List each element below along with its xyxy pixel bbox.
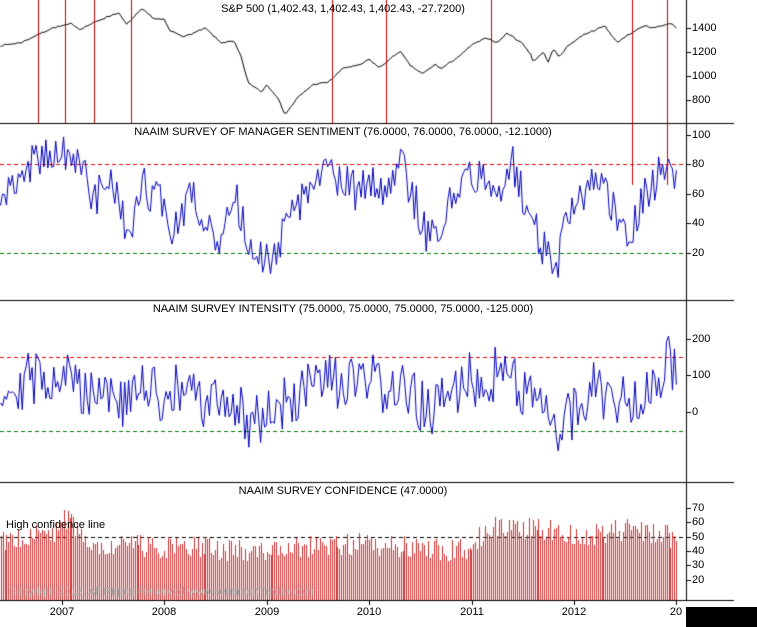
x-axis-year-label: 2012 (561, 606, 587, 618)
x-axis-year-label: 2009 (254, 606, 280, 618)
y-axis-label: 100 (692, 369, 711, 381)
y-axis-label: 50 (692, 531, 705, 543)
x-axis-year-label: 2007 (49, 606, 75, 618)
y-axis-label: 1400 (692, 22, 717, 34)
y-axis-label: 60 (692, 516, 705, 528)
y-axis-label: 1000 (692, 70, 717, 82)
y-axis-label: 70 (692, 502, 705, 514)
y-axis-label: 30 (692, 559, 705, 571)
current-period-highlight-box (686, 607, 757, 627)
y-axis-label: 1200 (692, 46, 717, 58)
y-axis-label: 40 (692, 545, 705, 557)
copyright-text: Copyright 2013. All Rights Reserved www.… (8, 586, 314, 598)
y-axis-label: 40 (692, 217, 705, 229)
high-confidence-line-label: High confidence line (6, 519, 106, 531)
x-axis-year-label: 2010 (356, 606, 382, 618)
y-axis-label: 100 (692, 129, 711, 141)
x-axis-year-label: 2011 (460, 606, 484, 618)
y-axis-label: 80 (692, 158, 705, 170)
y-axis-label: 60 (692, 188, 705, 200)
y-axis-label: 800 (692, 94, 711, 106)
y-axis-label: 20 (692, 574, 705, 586)
x-axis-year-label: 20 (669, 606, 683, 618)
y-axis-label: 200 (692, 333, 711, 345)
y-axis-label: 20 (692, 247, 705, 259)
x-axis-year-label: 2008 (151, 606, 177, 618)
y-axis-label: 0 (692, 406, 699, 418)
